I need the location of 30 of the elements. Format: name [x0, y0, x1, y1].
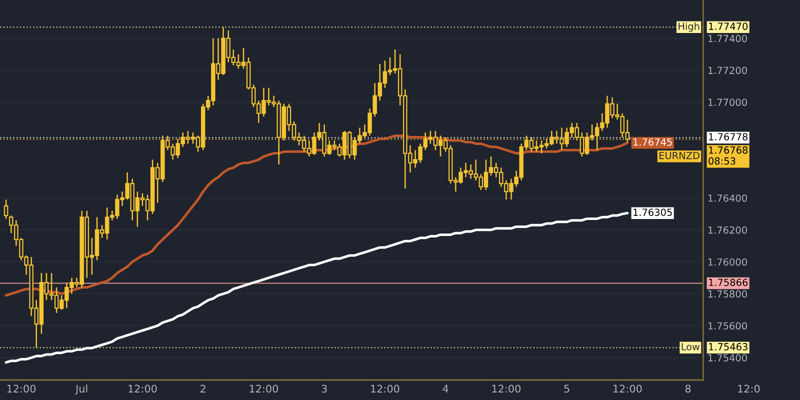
ref-line-label: 1.76778 — [709, 133, 748, 140]
y-tick-label: 1.76000 — [708, 258, 747, 266]
y-tick-label: 1.77200 — [708, 66, 747, 74]
y-tick-label: 1.76200 — [708, 226, 747, 234]
x-tick-label: 2 — [200, 384, 206, 392]
x-tick-label: 3 — [322, 384, 327, 393]
x-tick-label: 8 — [685, 384, 691, 393]
x-tick-label: 12:00 — [614, 384, 642, 393]
x-tick-label: 12:00 — [128, 384, 157, 393]
x-tick-label: 5 — [564, 384, 570, 393]
x-tick-label: 12:00 — [250, 384, 278, 393]
y-tick-label: 1.77400 — [708, 34, 747, 42]
x-tick-label: 12:00 — [371, 384, 400, 393]
ref-line-label: High 1.77470 — [678, 22, 748, 32]
ref-line-label: 1.75866 — [709, 278, 748, 286]
x-tick-label: 4 — [442, 384, 448, 392]
ref-line-label: EURNZD 1.76768 08:53 — [660, 146, 748, 165]
x-tick-label: 12:0 — [738, 384, 760, 393]
y-tick-label: 1.75400 — [708, 354, 747, 362]
y-tick-label: 1.75800 — [708, 290, 747, 298]
y-tick-label: 1.76400 — [708, 194, 747, 202]
x-tick-label: 12:00 — [492, 384, 520, 393]
x-tick-label: 12:00 — [7, 384, 36, 393]
data-label: 1.76305 — [634, 208, 672, 216]
y-tick-label: 1.75600 — [708, 322, 747, 330]
x-tick-label: Jul — [75, 384, 88, 395]
ref-line-label: Low 1.75463 — [682, 343, 748, 350]
y-tick-label: 1.77000 — [708, 98, 747, 106]
data-label: 1.76745 — [634, 138, 672, 146]
line-series — [4, 212, 629, 364]
